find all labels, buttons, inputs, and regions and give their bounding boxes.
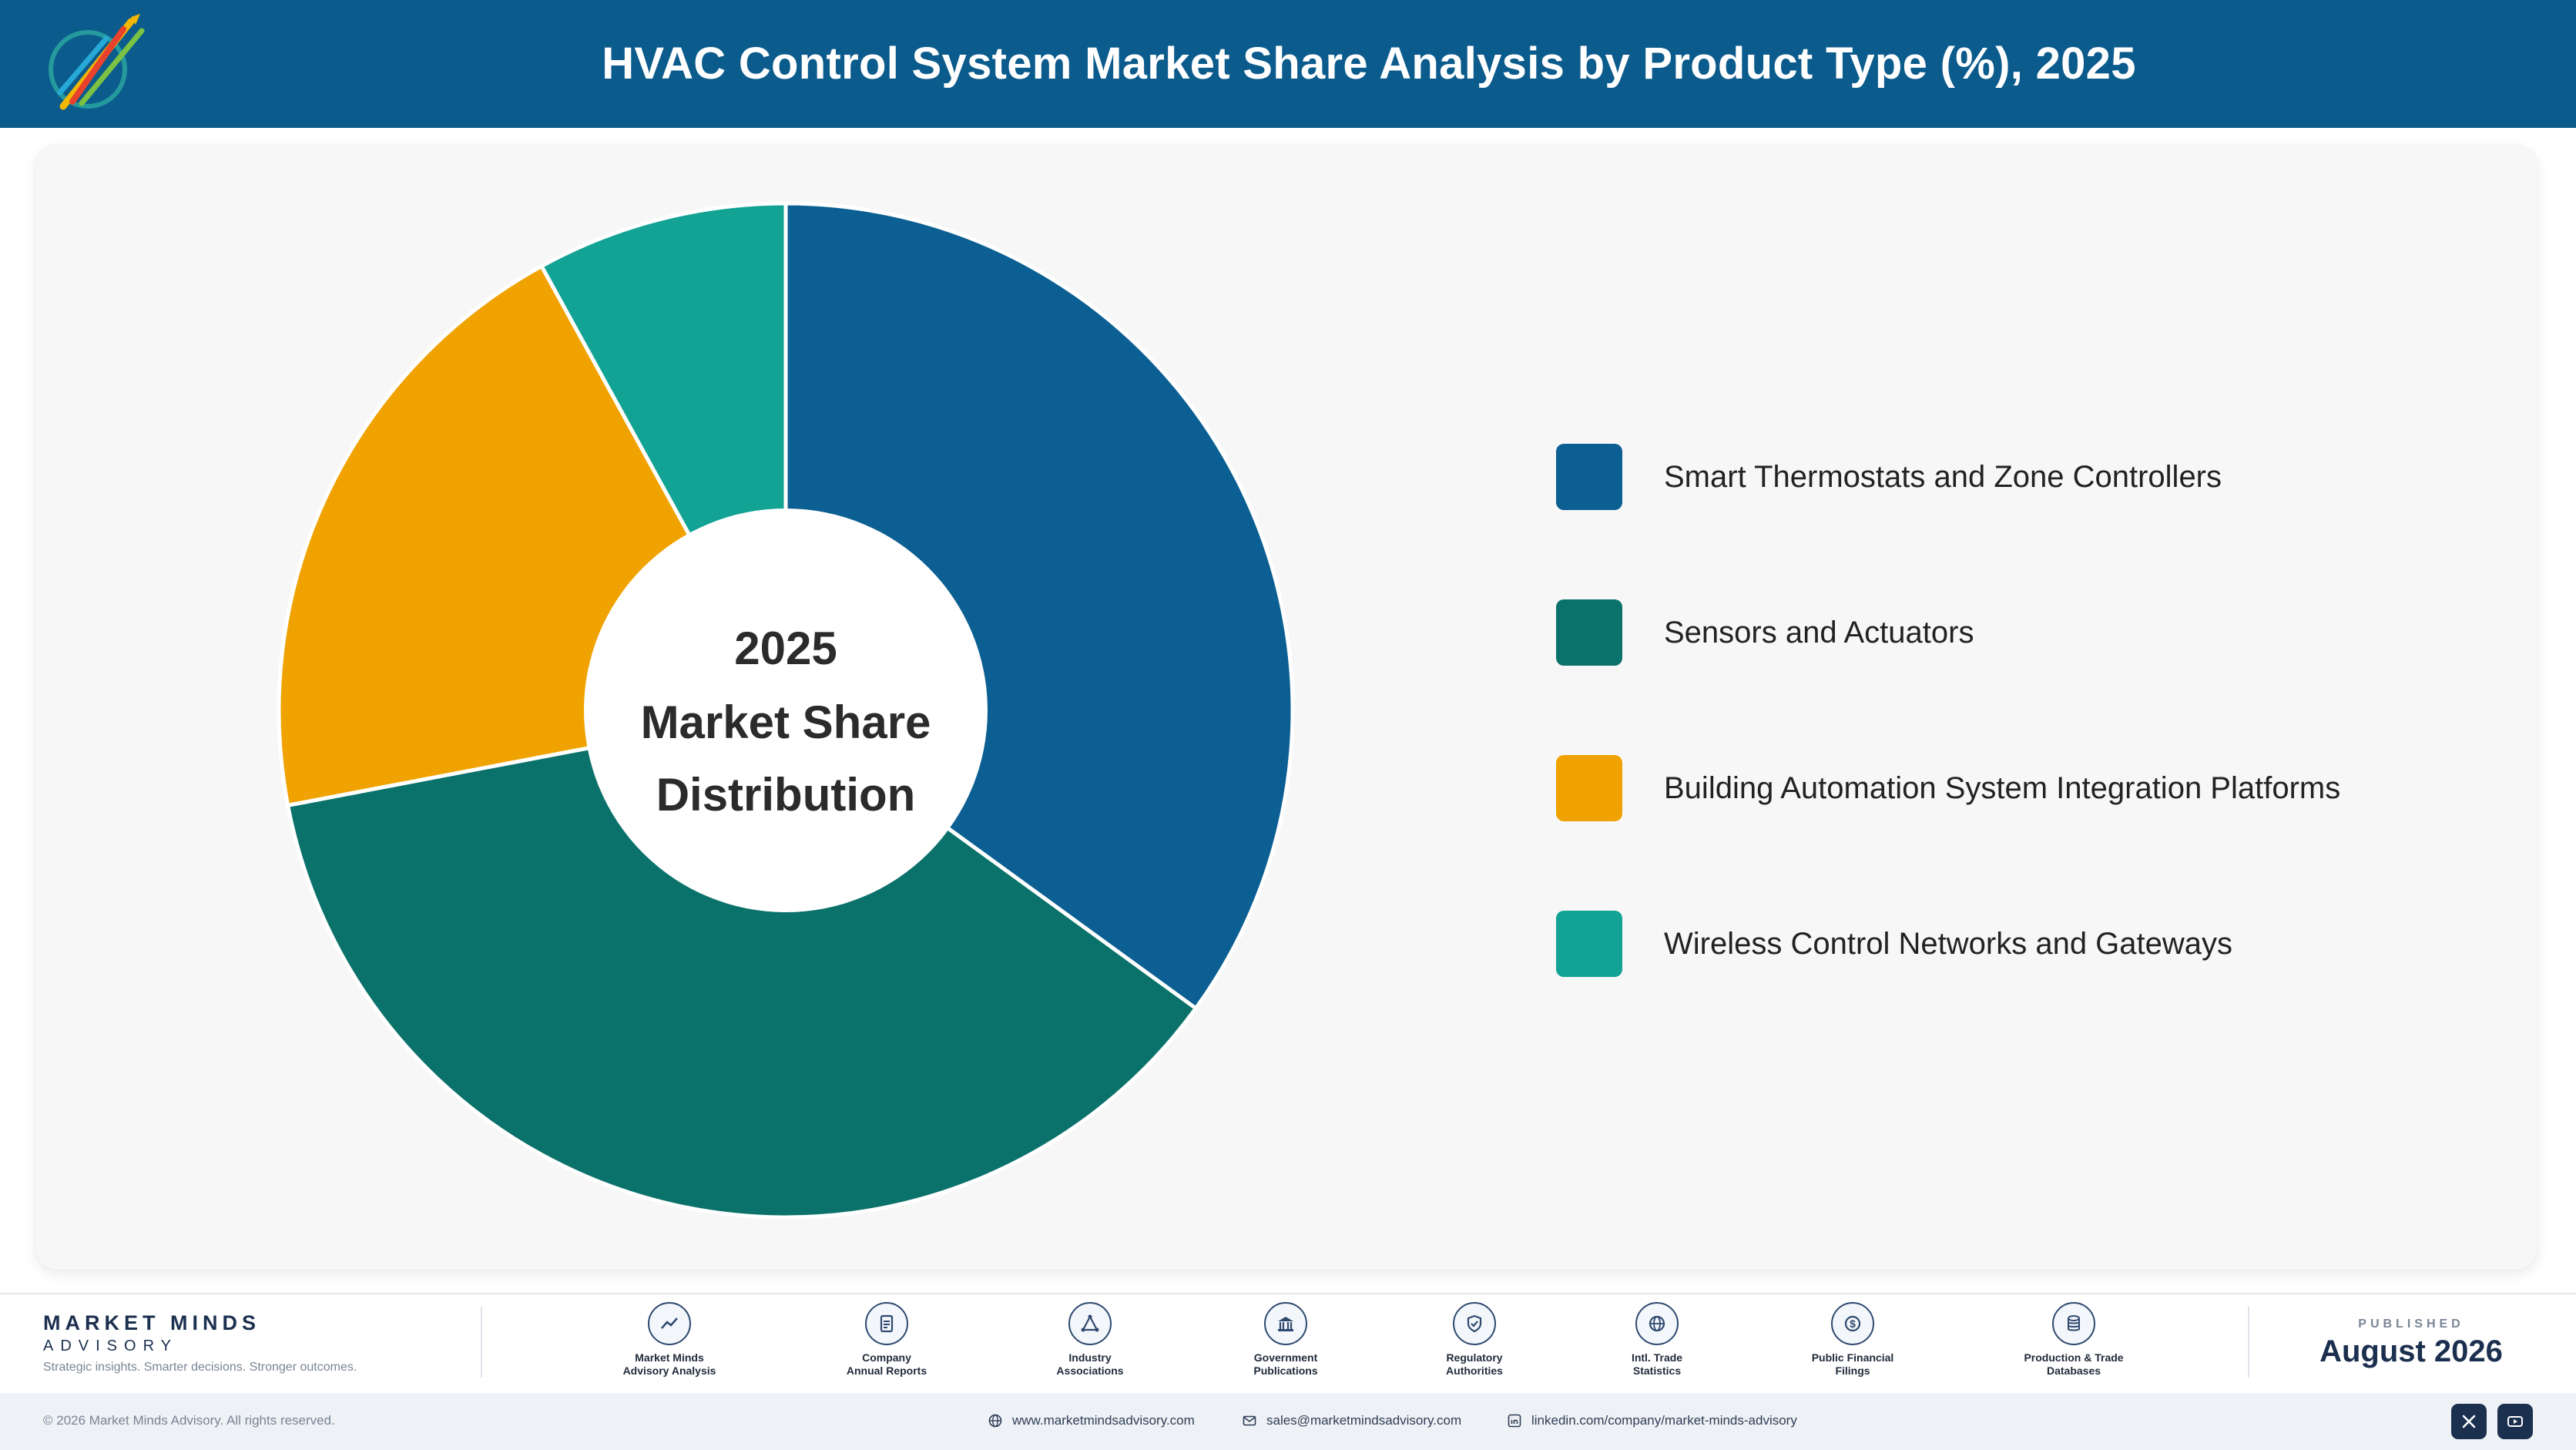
svg-text:$: $ — [1850, 1317, 1856, 1330]
header-bar: HVAC Control System Market Share Analysi… — [0, 0, 2576, 128]
legend-swatch — [1556, 911, 1622, 977]
brand-tagline: Strategic insights. Smarter decisions. S… — [43, 1361, 357, 1374]
source-market-minds-analysis: Market Minds Advisory Analysis — [577, 1302, 762, 1378]
youtube-social-button[interactable] — [2497, 1404, 2533, 1439]
website-text: www.marketmindsadvisory.com — [1012, 1413, 1195, 1428]
shield-check-icon — [1453, 1302, 1496, 1345]
published-label: PUBLISHED — [2358, 1317, 2464, 1331]
email-link[interactable]: sales@marketmindsadvisory.com — [1242, 1413, 1461, 1428]
source-label-line1: Company — [862, 1351, 911, 1364]
company-logo-icon — [49, 14, 145, 110]
legend-label: Building Automation System Integration P… — [1664, 770, 2341, 805]
x-social-button[interactable] — [2451, 1404, 2487, 1439]
trend-line-icon — [648, 1302, 691, 1345]
legend-item-sensors-actuators[interactable]: Sensors and Actuators — [1556, 598, 2480, 667]
source-label-line1: Intl. Trade — [1631, 1351, 1683, 1364]
source-label-line2: Filings — [1835, 1364, 1870, 1377]
source-label-line2: Databases — [2046, 1364, 2101, 1377]
source-intl-trade-statistics: Intl. Trade Statistics — [1565, 1302, 1749, 1378]
footer-divider — [0, 1293, 2576, 1294]
globe-icon — [1635, 1302, 1679, 1345]
linkedin-icon — [1508, 1414, 1521, 1428]
source-label-line2: Advisory Analysis — [622, 1364, 716, 1377]
copyright-text: © 2026 Market Minds Advisory. All rights… — [43, 1413, 335, 1428]
source-label-line1: Public Financial — [1811, 1351, 1894, 1364]
email-text: sales@marketmindsadvisory.com — [1266, 1413, 1462, 1428]
footer-separator — [481, 1307, 482, 1378]
source-label-line1: Government — [1253, 1351, 1318, 1364]
legend-swatch — [1556, 755, 1622, 821]
mail-icon — [1243, 1415, 1256, 1426]
database-icon — [2052, 1302, 2095, 1345]
dollar-coin-icon: $ — [1831, 1302, 1874, 1345]
published-date: August 2026 — [2319, 1334, 2503, 1368]
document-icon — [865, 1302, 908, 1345]
pie-slice-0[interactable] — [783, 201, 1295, 1012]
legend-label: Wireless Control Networks and Gateways — [1664, 926, 2233, 961]
legend-swatch — [1556, 444, 1622, 510]
footer: MARKET MINDS ADVISORY Strategic insights… — [0, 1294, 2576, 1393]
source-label-line1: Industry — [1068, 1351, 1112, 1364]
source-government-publications: Government Publications — [1193, 1302, 1378, 1378]
footer-separator — [2248, 1307, 2249, 1378]
linkedin-link[interactable]: linkedin.com/company/market-minds-adviso… — [1507, 1413, 1797, 1428]
pie-slice-1[interactable] — [285, 708, 1199, 1220]
legend-label: Sensors and Actuators — [1664, 615, 1974, 649]
legend-label: Smart Thermostats and Zone Controllers — [1664, 459, 2222, 494]
brand-subtitle: ADVISORY — [43, 1338, 178, 1354]
source-production-trade-databases: Production & Trade Databases — [1981, 1302, 2166, 1378]
globe-icon — [988, 1414, 1002, 1428]
source-label-line1: Production & Trade — [2024, 1351, 2124, 1364]
linkedin-text: linkedin.com/company/market-minds-adviso… — [1531, 1413, 1797, 1428]
brand-name: MARKET MINDS — [43, 1311, 260, 1334]
youtube-icon — [2507, 1416, 2523, 1427]
legend-swatch — [1556, 599, 1622, 666]
source-regulatory-authorities: Regulatory Authorities — [1382, 1302, 1567, 1378]
x-logo-icon — [2462, 1415, 2476, 1428]
source-label-line1: Market Minds — [635, 1351, 704, 1364]
legend-item-bas-integration[interactable]: Building Automation System Integration P… — [1556, 754, 2480, 823]
source-label-line2: Authorities — [1446, 1364, 1503, 1377]
website-link[interactable]: www.marketmindsadvisory.com — [988, 1413, 1195, 1428]
bottom-bar: © 2026 Market Minds Advisory. All rights… — [0, 1393, 2576, 1450]
source-label-line1: Regulatory — [1446, 1351, 1503, 1364]
source-industry-associations: Industry Associations — [998, 1302, 1182, 1378]
network-icon — [1068, 1302, 1112, 1345]
source-label-line2: Statistics — [1632, 1364, 1682, 1377]
legend-item-smart-thermostats[interactable]: Smart Thermostats and Zone Controllers — [1556, 442, 2480, 512]
page-title: HVAC Control System Market Share Analysi… — [602, 39, 2136, 89]
source-company-reports: Company Annual Reports — [794, 1302, 979, 1378]
government-building-icon — [1264, 1302, 1307, 1345]
legend-item-wireless-networks[interactable]: Wireless Control Networks and Gateways — [1556, 909, 2480, 978]
source-label-line2: Annual Reports — [846, 1364, 927, 1377]
source-label-line2: Publications — [1253, 1364, 1318, 1377]
source-label-line2: Associations — [1056, 1364, 1124, 1377]
source-public-financial-filings: $ Public Financial Filings — [1760, 1302, 1945, 1378]
